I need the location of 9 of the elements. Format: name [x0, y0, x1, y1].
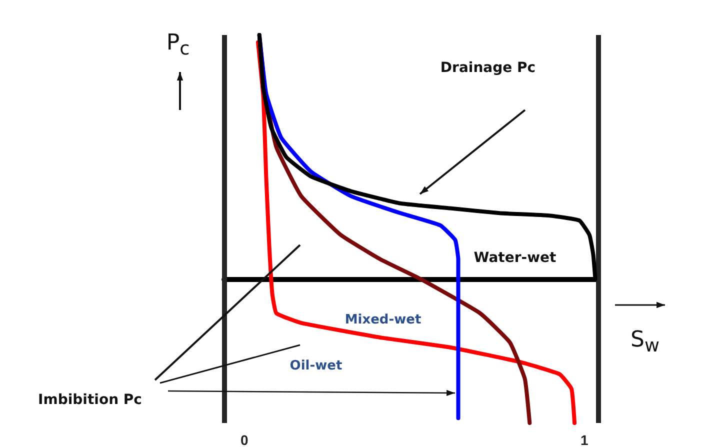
- annotation: Drainage Pc: [440, 60, 536, 76]
- y-axis-title: P$_{c}$: [166, 30, 190, 60]
- x-tick-label: 0: [240, 432, 248, 447]
- annotation: Oil-wet: [290, 358, 342, 374]
- text: Imbibition Pc: [38, 392, 142, 408]
- annotation: Mixed-wet: [344, 312, 422, 328]
- x-tick-label: 1: [580, 432, 588, 447]
- x-axis-title: S$_{w}$: [630, 327, 660, 357]
- annotation: Water-wet: [474, 250, 556, 266]
